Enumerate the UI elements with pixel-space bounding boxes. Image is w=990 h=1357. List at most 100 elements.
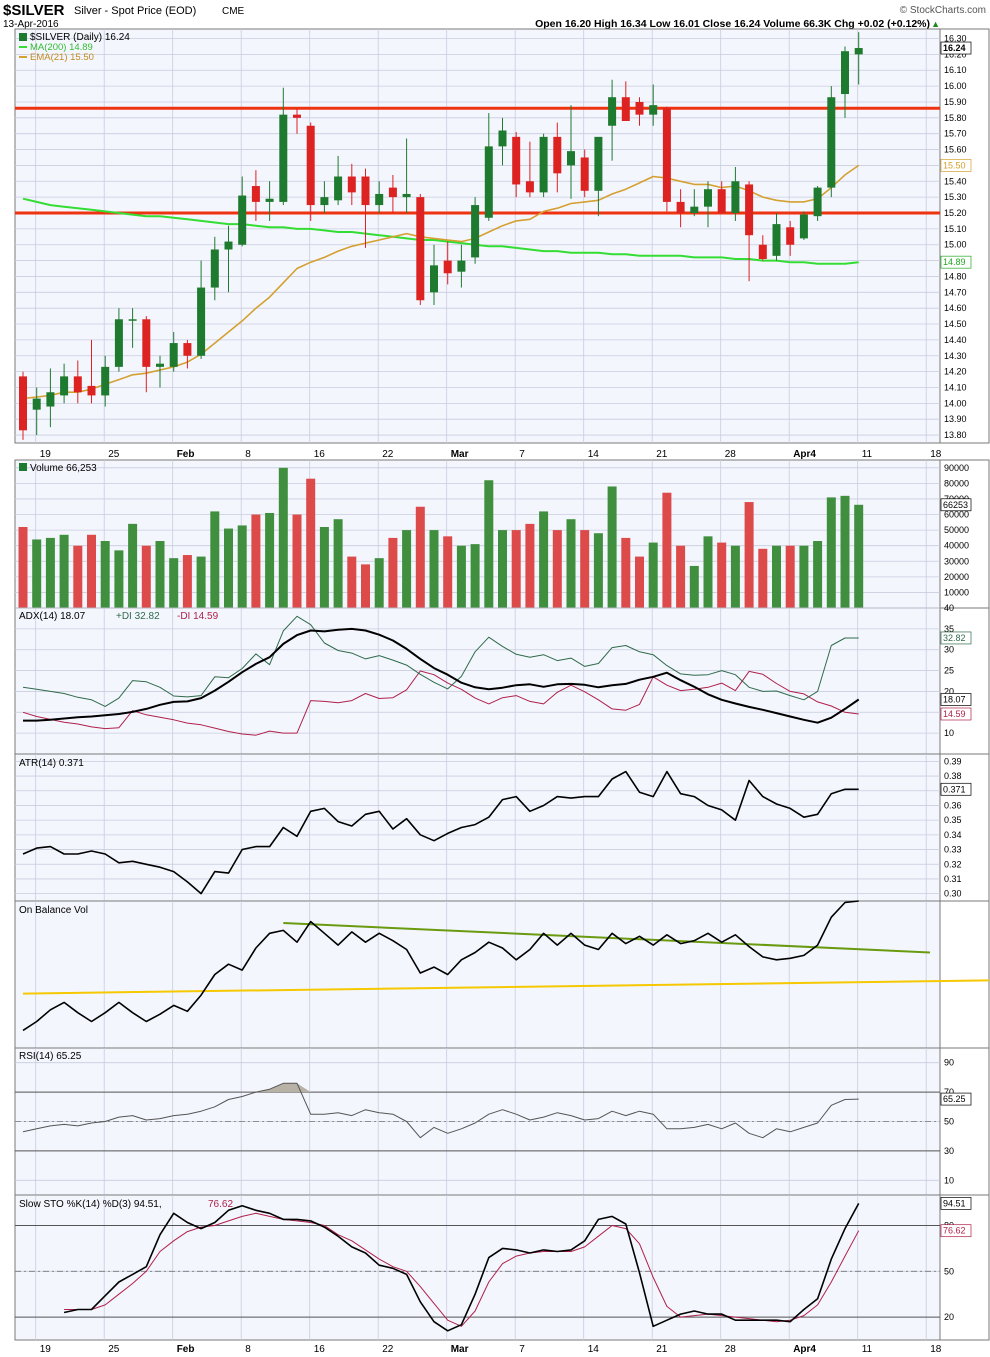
y-tick-label: 50000 [944, 525, 969, 535]
candle-body [169, 343, 178, 367]
pdi-last-label-text: 32.82 [943, 633, 966, 643]
pdi-last-label: 32.82 [940, 631, 972, 645]
y-tick-label: 14.50 [944, 319, 967, 329]
price-panel: 16.3016.2016.1016.0015.9015.8015.7015.60… [14, 28, 990, 444]
price-legend: $SILVER (Daily) 16.24 MA(200) 14.89 EMA(… [19, 32, 130, 63]
price-panel-axis [939, 28, 990, 444]
candle-body [142, 319, 151, 367]
ma-last-label-text: 14.89 [943, 257, 966, 267]
candle-body [635, 101, 644, 115]
x-axis-label-bottom: 14 [588, 1344, 600, 1355]
y-tick-label: 10000 [944, 587, 969, 597]
atr-panel-frame [14, 753, 941, 902]
volume-bar [169, 558, 179, 608]
rsi-panel-axis [939, 1047, 990, 1196]
candle [525, 141, 534, 198]
candle-body [320, 197, 329, 206]
volume-bar [114, 550, 124, 608]
x-axis-label: 18 [930, 449, 942, 460]
candle [731, 167, 740, 221]
candle [484, 113, 493, 221]
y-tick-label: 15.10 [944, 224, 967, 234]
candle [210, 236, 219, 301]
exchange-label: CME [222, 6, 245, 17]
candle [649, 84, 658, 126]
y-tick-label: 14.30 [944, 351, 967, 361]
ema-last-label-text: 15.50 [943, 160, 966, 170]
y-tick-label: 35 [944, 624, 954, 634]
volume-bar [799, 545, 809, 608]
candle-body [471, 205, 480, 258]
candle-body [361, 176, 370, 206]
x-axis-label-bottom: Feb [177, 1344, 195, 1355]
volume-bar [361, 564, 370, 608]
x-axis-label-bottom: 19 [40, 1344, 52, 1355]
y-tick-label: 90 [944, 1058, 954, 1068]
volume-bar [388, 537, 398, 608]
y-tick-label: 30 [944, 1146, 954, 1156]
candle-body [621, 97, 630, 121]
volume-bar [607, 486, 617, 608]
candle [813, 186, 822, 221]
candle [114, 308, 123, 372]
candle [799, 211, 808, 240]
volume-bar [155, 541, 165, 608]
y-tick-label: 15.30 [944, 192, 967, 202]
candle-body [73, 376, 82, 393]
brand-label: © StockCharts.com [900, 5, 986, 16]
y-tick-label: 20 [944, 686, 954, 696]
x-axis-label: 19 [40, 449, 52, 460]
rsi-line [22, 1082, 859, 1139]
candle [169, 331, 178, 372]
candle-body [731, 181, 740, 213]
volume-panel-axis [939, 459, 990, 609]
y-tick-label: 10 [944, 1175, 954, 1185]
x-axis-label: 14 [588, 449, 600, 460]
candle-body [854, 48, 863, 55]
y-tick-label: 0.35 [944, 815, 962, 825]
candle [293, 108, 301, 134]
volume-bar [689, 565, 699, 608]
candle-body [539, 136, 548, 193]
x-axis-label-bottom: 18 [930, 1344, 942, 1355]
candle [347, 163, 356, 206]
candle [567, 105, 575, 199]
volume-last-label: 66253 [940, 498, 972, 512]
candle-body [402, 193, 411, 198]
volume-bar [18, 526, 28, 608]
y-tick-label: 40 [944, 603, 954, 613]
atr-last-label-text: 0.371 [943, 784, 966, 794]
obv-line [22, 900, 859, 1032]
volume-bar [347, 556, 357, 608]
x-axis-label: 8 [245, 449, 251, 460]
candle [841, 46, 849, 118]
sto-legend-text: Slow STO %K(14) %D(3) 94.51, [19, 1199, 162, 1210]
minus-di-legend-text: -DI 14.59 [177, 611, 219, 622]
y-tick-label: 14.00 [944, 398, 967, 408]
volume-bar [443, 536, 453, 608]
price-last-label: 16.24 [940, 41, 972, 55]
volume-bar [772, 545, 781, 608]
y-tick-label: 0.39 [944, 756, 962, 766]
x-axis-label-bottom: 22 [382, 1344, 394, 1355]
volume-bar [511, 530, 521, 608]
price-legend-text: $SILVER (Daily) 16.24 [30, 32, 130, 43]
volume-bar [73, 545, 83, 608]
candle [430, 244, 438, 305]
candle [786, 220, 795, 256]
y-tick-label: 90000 [944, 463, 969, 473]
candle [416, 193, 425, 305]
candle-body [690, 206, 699, 213]
volume-bar [278, 467, 288, 608]
sto-k-last-label-box [940, 1197, 972, 1210]
candle [87, 339, 96, 404]
candle [471, 197, 480, 264]
x-axis-label-bottom: Apr4 [793, 1344, 816, 1355]
obv-trendline [283, 922, 931, 954]
candle-body [32, 398, 41, 410]
candle [224, 225, 233, 293]
volume-bar [539, 511, 549, 608]
sto-d-last-label: 76.62 [940, 1224, 972, 1238]
x-axis-label-bottom: 16 [314, 1344, 326, 1355]
volume-bar [429, 530, 439, 608]
